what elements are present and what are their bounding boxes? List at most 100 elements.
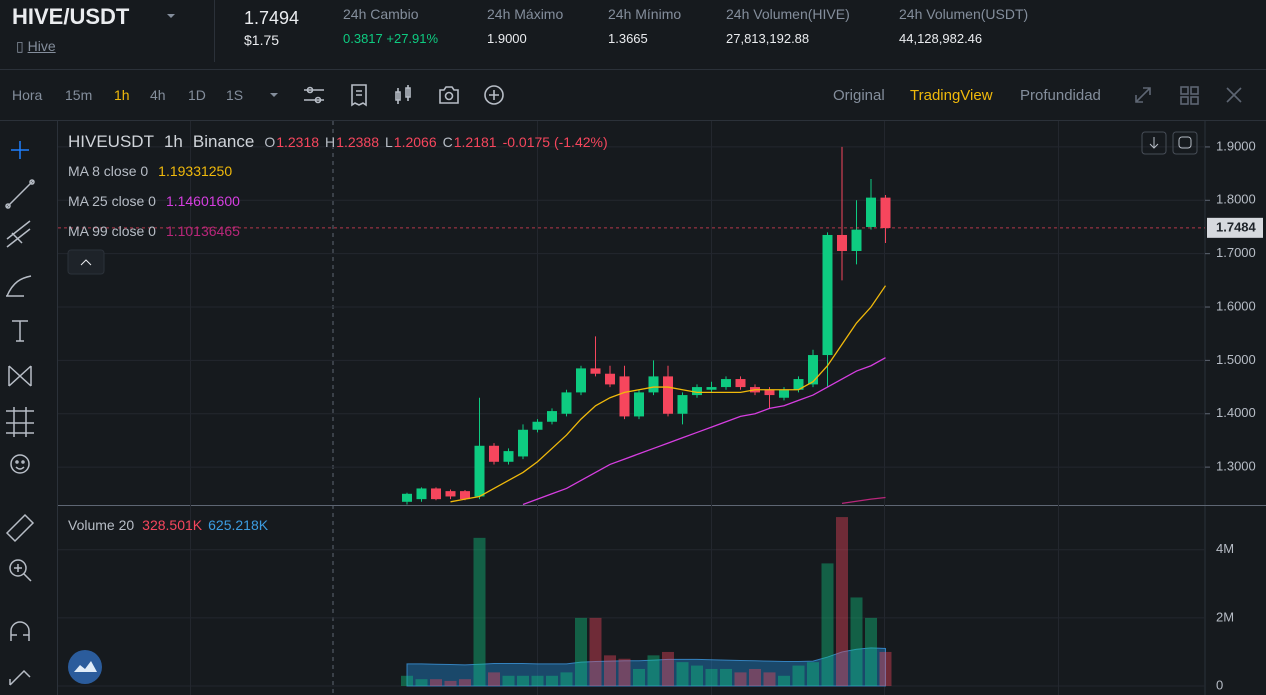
candle-body [619, 376, 630, 417]
ma-line [841, 496, 886, 505]
volume-bar [560, 672, 573, 686]
legend-item: 1.2388 [336, 134, 379, 150]
volume-bar [430, 679, 442, 686]
legend-item: 328.501K [142, 517, 203, 533]
legend-item: 1h [164, 132, 183, 151]
volume-bar [473, 537, 486, 686]
volume-bar [836, 517, 848, 686]
interval[interactable]: 1h [114, 87, 130, 103]
candle-body [474, 445, 485, 497]
volume-bar [705, 668, 718, 686]
stat-label: 24h Máximo [487, 6, 564, 22]
pair[interactable]: HIVE/USDT [12, 4, 130, 29]
candle-body [605, 373, 615, 385]
y-tick-label: 1.6000 [1216, 298, 1256, 313]
scroll-button[interactable] [1141, 131, 1167, 155]
candle-body [648, 376, 659, 393]
reset-button[interactable] [1172, 131, 1198, 155]
stat-value: 44,128,982.46 [899, 31, 983, 46]
candle-body [561, 392, 572, 414]
more-intervals[interactable] [268, 90, 280, 100]
candle-body [460, 491, 470, 500]
divider [0, 69, 1266, 70]
volume-bar [676, 662, 689, 686]
candle-body [851, 229, 862, 251]
volume-bar [604, 655, 616, 686]
token-link[interactable]: ▯ Hive [16, 38, 56, 54]
ma-legend: MA 99 close 0 1.10136465 [68, 223, 240, 239]
y-tick-label: 1.9000 [1216, 138, 1256, 153]
candle-body [663, 376, 673, 414]
drawing-tools[interactable] [0, 121, 57, 695]
interval[interactable]: 1D [188, 87, 206, 103]
pair-dropdown[interactable] [165, 11, 177, 21]
candle-body [837, 234, 847, 251]
volumes [401, 517, 892, 687]
collapse-button[interactable] [67, 249, 105, 275]
volume-bar [546, 675, 558, 686]
view-tab[interactable]: Original [833, 87, 885, 104]
candle-body [634, 392, 644, 417]
candle-body [706, 387, 717, 390]
legend-item: 1.10136465 [166, 223, 240, 239]
legend-item: 625.218K [208, 517, 269, 533]
candle-body [822, 234, 833, 356]
stat-value: 1.3665 [608, 31, 648, 46]
divider [214, 0, 215, 62]
candle-body [445, 491, 456, 497]
candle-body [416, 488, 427, 500]
vgrid [190, 121, 1059, 695]
legend: HIVEUSDT 1h Binance O1.2318 H1.2388 L1.2066 C1… [68, 132, 608, 151]
scroll-icon [1149, 137, 1159, 149]
candle-body [866, 197, 876, 227]
stat-value: 0.3817 +27.91% [343, 31, 439, 46]
ma-legend: MA 25 close 0 1.14601600 [68, 193, 240, 209]
volume-bar [415, 679, 428, 686]
interval[interactable]: 15m [65, 87, 93, 103]
view-tab[interactable]: TradingView [910, 87, 993, 104]
stat-label: 24h Volumen(HIVE) [726, 6, 850, 22]
ma-legend: MA 8 close 0 1.19331250 [68, 163, 232, 179]
volume-bar [531, 675, 544, 686]
legend-item: Binance [193, 132, 254, 151]
candle-body [735, 379, 746, 388]
candle-body [590, 368, 601, 374]
candle-body [503, 451, 514, 462]
candle-body [532, 421, 543, 430]
tv-logo[interactable] [68, 650, 102, 684]
legend-item: H [325, 134, 335, 150]
candle-body [692, 387, 702, 396]
volume-bar [763, 672, 776, 686]
legend-item: MA 8 close 0 [68, 163, 148, 179]
legend-item: -0.0175 (-1.42%) [503, 134, 608, 150]
volume-bar [401, 675, 413, 686]
volume-ma-area [406, 647, 886, 687]
legend-item: C [443, 134, 453, 150]
token[interactable]: Hive [27, 38, 56, 54]
ma-line [522, 357, 886, 505]
stat-label: 24h Mínimo [608, 6, 682, 22]
interval[interactable]: 4h [150, 87, 166, 103]
y-tick-label: 1.4000 [1216, 405, 1256, 420]
candle-body [489, 445, 499, 462]
volume-bar [444, 680, 457, 686]
volume-tick-label: 4M [1216, 541, 1234, 556]
volume-legend: Volume 20 328.501K 625.218K [68, 517, 269, 533]
volume-bar [459, 679, 471, 686]
candle-body [764, 389, 775, 396]
interval[interactable]: Hora [12, 87, 43, 103]
y-tick-label: 1.5000 [1216, 352, 1256, 367]
volume-bar [575, 617, 587, 686]
last-price-box [1207, 217, 1263, 238]
last-price-label: 1.7484 [1216, 219, 1257, 234]
candle-body [677, 395, 688, 414]
candle-body [547, 411, 557, 422]
interval[interactable]: 1S [226, 87, 244, 103]
collapse-icon [80, 259, 92, 266]
stat-value: 1.9000 [487, 31, 527, 46]
tool-icons[interactable] [300, 82, 510, 108]
candles [402, 146, 891, 505]
view-tab[interactable]: Profundidad [1020, 87, 1101, 104]
view-icons[interactable] [1130, 82, 1250, 108]
